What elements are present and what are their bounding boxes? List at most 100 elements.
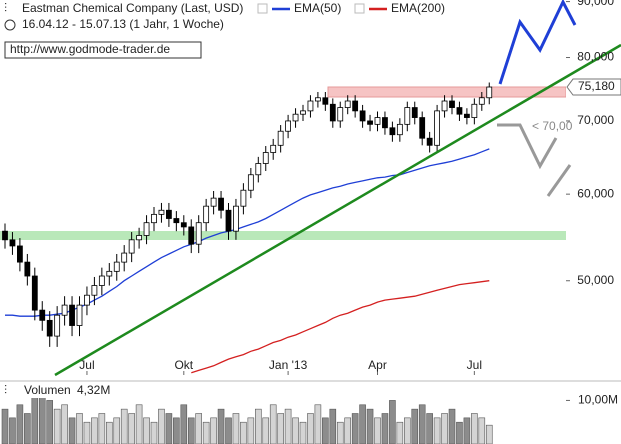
candle-body	[16, 245, 23, 263]
source: http://www.godmode-trader.de	[10, 42, 170, 56]
candle-body	[426, 137, 433, 146]
legend-label: EMA(200)	[391, 1, 445, 15]
volume-bar	[61, 404, 68, 444]
volume-bar	[456, 421, 463, 444]
subtitle: 16.04.12 - 15.07.13 (1 Jahr, 1 Woche)	[22, 17, 224, 31]
volume-bar	[91, 417, 98, 444]
candle-body	[165, 209, 172, 219]
volume-bar	[299, 421, 307, 444]
candle-body	[404, 107, 411, 125]
candle-body	[255, 163, 262, 176]
candle-body	[151, 213, 157, 224]
volume-bar	[411, 408, 419, 444]
candle-body	[322, 97, 329, 105]
candle-body	[84, 294, 90, 306]
volume-bar	[255, 408, 262, 444]
x-tick-label: Apr	[368, 358, 387, 372]
candle-body	[113, 261, 120, 272]
candle-body	[9, 239, 16, 247]
y-tick-label: 90,000	[577, 0, 614, 8]
volume-bar	[292, 417, 299, 444]
volume-bar	[232, 413, 240, 444]
volume-bar	[463, 417, 471, 444]
y-tick-label: 80,000	[577, 50, 614, 64]
candle-body	[329, 103, 336, 122]
volume-bar	[418, 404, 426, 444]
resistance-band	[327, 86, 566, 98]
volume-bar	[441, 413, 448, 444]
header: ⫶ Eastman Chemical Company (Last, USD) 1…	[0, 0, 460, 59]
chart-title: Eastman Chemical Company (Last, USD)	[22, 1, 243, 15]
volume-bar	[351, 413, 359, 444]
candle-body	[262, 152, 269, 164]
volume-icon: ⫶	[4, 383, 7, 397]
volume-bar	[314, 404, 322, 444]
candle-body	[292, 113, 299, 122]
volume-bar	[247, 417, 255, 444]
volume-bar	[38, 391, 46, 444]
volume-header-bg	[0, 383, 115, 398]
volume-bar	[76, 413, 83, 444]
volume-bar	[225, 417, 232, 444]
candle-body	[419, 117, 426, 139]
x-tick-label: Okt	[174, 358, 193, 372]
volume-bar	[366, 408, 374, 444]
candle-body	[173, 218, 180, 224]
x-tick-label: Jan '13	[269, 358, 308, 372]
candle-body	[203, 205, 210, 224]
support-band	[0, 231, 566, 240]
candle-body	[411, 107, 418, 118]
volume-bar	[135, 404, 143, 444]
candle-body	[46, 319, 53, 337]
volume-bar	[1, 408, 9, 444]
volume-bar	[307, 413, 314, 444]
candle-body	[277, 130, 284, 146]
volume-bar	[381, 413, 389, 444]
volume-bar	[98, 413, 106, 444]
candle-body	[285, 120, 292, 132]
volume-bar	[31, 395, 39, 444]
volume-bar	[202, 421, 210, 444]
candle-body	[98, 275, 105, 286]
candle-body	[396, 123, 403, 136]
candle-body	[106, 270, 113, 277]
volume-bar	[240, 421, 247, 444]
clock-icon	[4, 19, 16, 31]
volume-bar	[9, 417, 16, 444]
candle-body	[31, 275, 38, 311]
y-tick-label: 50,000	[577, 273, 614, 287]
candle-body	[143, 222, 150, 236]
candle-body	[449, 100, 455, 108]
candle-body	[389, 127, 396, 136]
volume-bar	[344, 417, 352, 444]
volume-bar	[322, 417, 329, 444]
candle-body	[76, 304, 83, 326]
volume-bar	[359, 404, 366, 444]
source-box	[4, 41, 202, 59]
volume-bar	[336, 421, 344, 444]
trend-line	[54, 43, 621, 377]
candle-body	[188, 226, 195, 245]
candle-body	[344, 100, 351, 108]
volume-bar	[106, 421, 113, 444]
candle-body	[478, 97, 485, 105]
candle-body	[382, 117, 388, 129]
last-price-box	[566, 78, 621, 96]
price-panel	[0, 82, 566, 374]
volume-bar	[150, 421, 158, 444]
ema-line	[191, 280, 490, 374]
projection-down	[497, 123, 558, 170]
volume-bar	[68, 417, 76, 444]
projection-down	[546, 164, 572, 197]
volume-tick-label: 10,00M	[578, 393, 618, 407]
candle-body	[136, 235, 143, 241]
candle-body	[39, 309, 46, 321]
icon: ⫶	[4, 1, 7, 15]
volume-bar	[284, 408, 292, 444]
candle-body	[352, 100, 359, 112]
candle-body	[61, 304, 68, 316]
volume-bar	[277, 413, 284, 444]
volume-bar	[389, 400, 396, 444]
volume-bar	[24, 413, 31, 444]
